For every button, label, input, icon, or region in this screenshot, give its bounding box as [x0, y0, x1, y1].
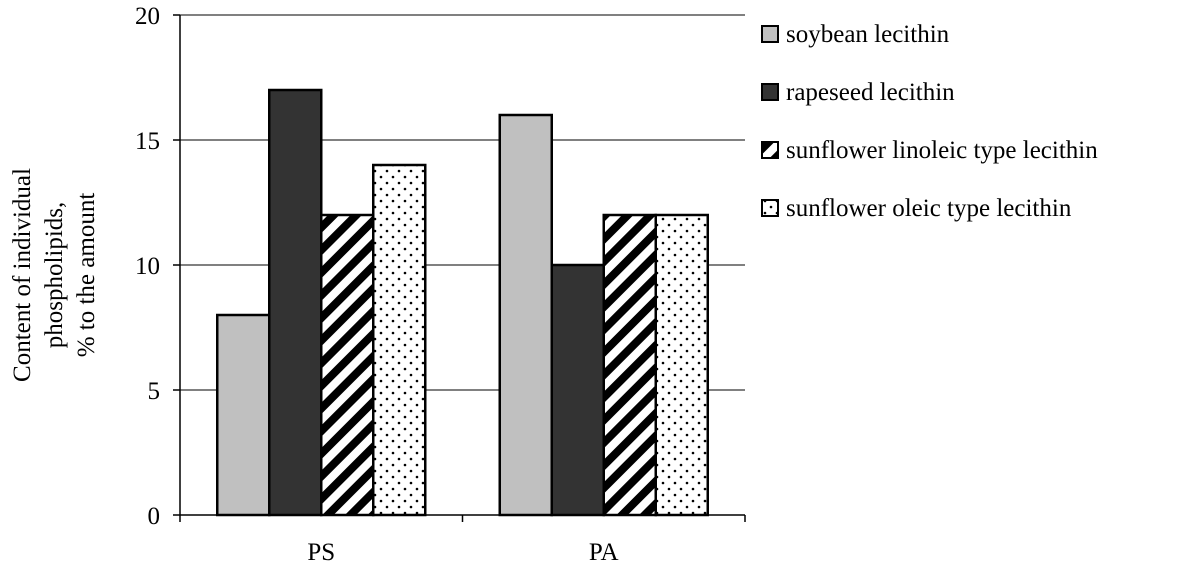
y-axis-title: Content of individual phospholipids,% to …	[9, 168, 100, 382]
y-tick-label: 15	[135, 128, 160, 155]
legend-label: rapeseed lecithin	[786, 79, 955, 106]
y-axis-title-line: % to the amount	[73, 193, 100, 358]
y-axis-title-line: phospholipids,	[41, 202, 68, 349]
bar	[654, 213, 709, 517]
bars	[216, 88, 709, 517]
bar	[216, 313, 271, 517]
legend-label: sunflower oleic type lecithin	[786, 195, 1072, 222]
y-tick-labels: 0 5 10 15 20	[135, 3, 160, 530]
y-tick-label: 20	[135, 3, 160, 30]
y-tick-label: 5	[148, 378, 161, 405]
legend-swatch	[761, 25, 779, 43]
bar	[268, 88, 323, 517]
bar	[602, 213, 657, 517]
bar	[550, 263, 605, 517]
bar	[372, 163, 427, 517]
legend-label: soybean lecithin	[786, 21, 950, 48]
axes	[173, 14, 746, 522]
legend-label: sunflower linoleic type lecithin	[786, 137, 1098, 164]
y-axis-title-line: Content of individual	[9, 168, 36, 382]
x-tick-labels: PS PA	[307, 539, 618, 566]
legend: soybean lecithin rapeseed lecithin sunflow…	[761, 21, 1098, 222]
legend-swatch	[761, 83, 779, 101]
legend-swatch	[761, 141, 779, 159]
y-tick-label: 0	[148, 503, 161, 530]
legend-swatch	[761, 199, 779, 217]
x-tick-label: PA	[589, 539, 619, 566]
x-tick-label: PS	[307, 539, 335, 566]
y-tick-label: 10	[135, 253, 160, 280]
bar	[320, 213, 375, 517]
bar	[498, 113, 553, 517]
